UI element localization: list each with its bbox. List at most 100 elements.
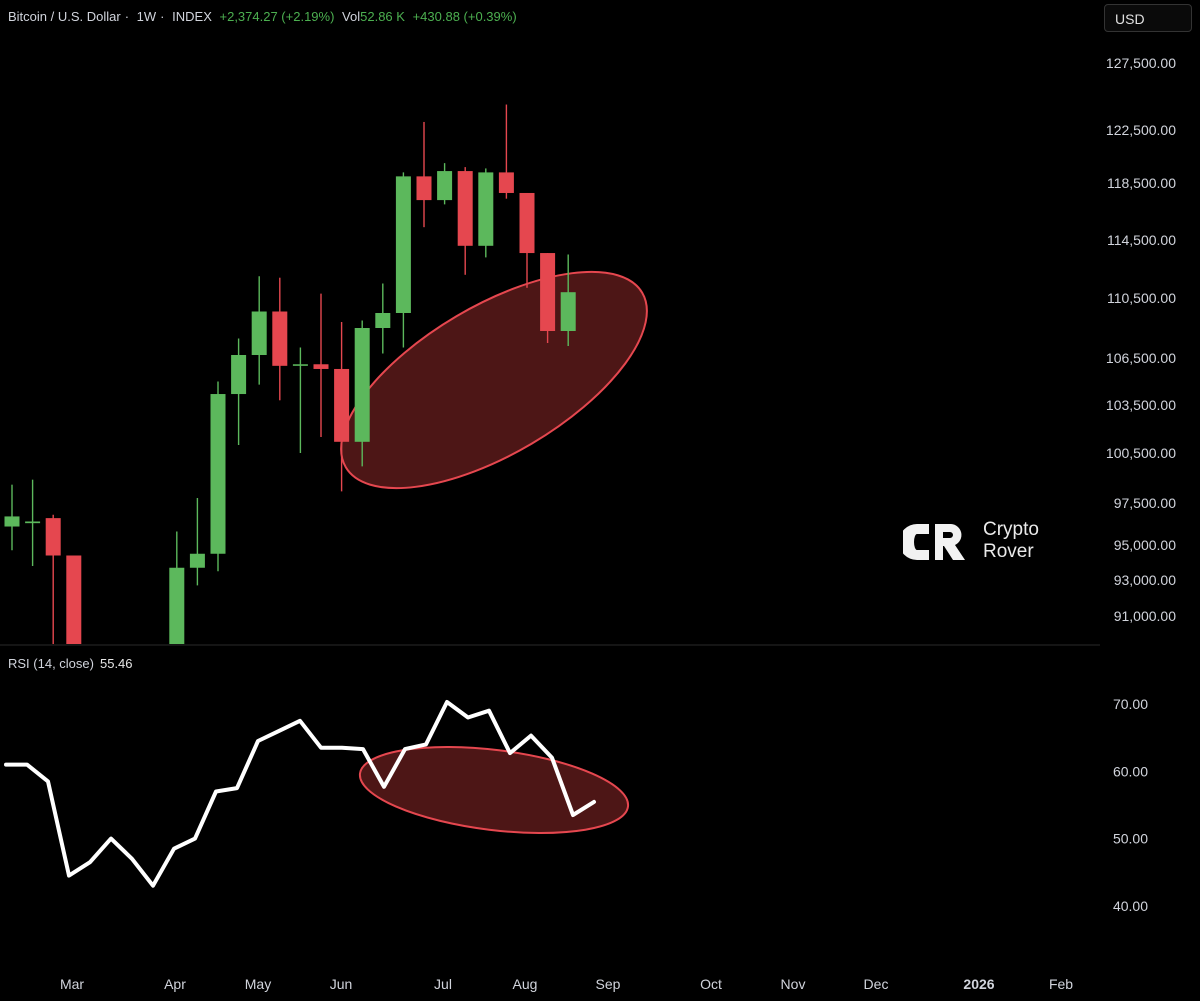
candle[interactable] [354,320,370,467]
candle[interactable] [540,253,556,343]
time-tick-label: Apr [164,976,186,992]
rsi-point [552,757,553,758]
rsi-legend[interactable]: RSI (14, close) 55.46 [8,656,133,671]
candle[interactable] [478,168,494,258]
rsi-point [300,720,301,721]
candle[interactable] [292,347,308,454]
logo-line2: Rover [983,541,1034,562]
logo-text: Crypto Rover [983,519,1039,563]
rsi-point [27,764,28,765]
rsi-point [489,710,490,711]
rsi-point [69,875,70,876]
candle[interactable] [251,276,267,385]
rsi-point [279,730,280,731]
rsi-pane[interactable] [4,700,633,888]
time-tick-label: Aug [513,976,538,992]
rsi-line[interactable] [4,700,596,888]
candle-body [4,516,20,527]
candle[interactable] [313,293,329,437]
candle[interactable] [210,381,226,572]
candle[interactable] [149,661,164,760]
candle-body [292,364,308,366]
candle-body [437,171,453,201]
rsi-point [321,747,322,748]
rsi-point [90,862,91,863]
time-tick-label: Oct [700,976,722,992]
candle-body [251,311,267,355]
price-tick-label: 93,000.00 [1114,572,1176,588]
rsi-tick-label: 50.00 [1113,831,1148,847]
candle-body [169,567,185,644]
rsi-point [132,858,133,859]
rsi-point [363,749,364,750]
interval[interactable]: 1W [136,9,157,24]
rsi-point [6,764,7,765]
candle-body [66,555,82,644]
rsi-point [195,838,196,839]
candle[interactable] [375,283,391,354]
rsi-tick-label: 60.00 [1113,763,1148,779]
candle[interactable] [231,338,247,446]
candle[interactable] [498,104,514,199]
price-axis[interactable]: 127,500.00 122,500.00 118,500.00 114,500.00… [1106,55,1176,624]
currency-button[interactable]: USD [1104,4,1192,32]
time-tick-label: Jul [434,976,452,992]
logo-line1: Crypto [983,519,1039,540]
candle[interactable] [66,555,82,833]
price-change: +2,374.27 (+2.19%) [219,9,335,24]
price-tick-label: 103,500.00 [1106,397,1176,413]
candle-body [25,521,41,524]
candle-body [87,778,102,841]
rsi-point [594,801,595,802]
candle[interactable] [416,121,432,228]
candle[interactable] [169,531,185,760]
price-tick-label: 127,500.00 [1106,55,1176,71]
candlestick-pane[interactable] [4,104,680,913]
rsi-highlight-ellipse [358,746,630,834]
rsi-point [216,791,217,792]
candle[interactable] [437,163,453,205]
candle-body [416,176,432,201]
rsi-point [447,702,448,703]
candle[interactable] [560,254,576,347]
time-axis[interactable]: Mar Apr May Jun Jul Aug Sep Oct Nov Dec 2026 Feb [60,976,1073,992]
candle-body [334,368,350,442]
rsi-point [111,838,112,839]
price-tick-label: 106,500.00 [1106,350,1176,366]
time-tick-label: Sep [596,976,621,992]
candle-body [498,172,514,193]
candle-body [519,192,535,254]
rsi-axis[interactable]: 70.00 60.00 50.00 40.00 [1113,696,1148,914]
candle[interactable] [108,742,123,913]
price-tick-label: 100,500.00 [1106,445,1176,461]
price-tick-label: 110,500.00 [1107,290,1176,306]
candle[interactable] [395,172,411,348]
time-tick-label: May [245,976,271,992]
rsi-point [468,717,469,718]
price-tick-label: 95,000.00 [1114,537,1176,553]
time-tick-label: Feb [1049,976,1073,992]
candle-body [375,313,391,328]
candle-body [189,553,205,568]
time-tick-label: Jun [330,976,353,992]
candle-body [313,364,329,369]
candle[interactable] [189,498,205,586]
symbol-name[interactable]: Bitcoin / U.S. Dollar [8,9,121,24]
candle-body [354,328,370,442]
candle[interactable] [519,192,535,288]
rsi-point [258,741,259,742]
candle[interactable] [128,706,143,868]
time-tick-label: Dec [864,976,889,992]
rsi-point [573,815,574,816]
candle[interactable] [334,322,350,492]
price-tick-label: 91,000.00 [1114,608,1176,624]
candle[interactable] [4,484,20,551]
rsi-point [174,848,175,849]
candle[interactable] [45,514,61,706]
candle[interactable] [272,277,288,401]
time-tick-label: Nov [781,976,806,992]
candle[interactable] [457,167,473,275]
price-tick-label: 118,500.00 [1107,175,1176,191]
candle[interactable] [25,479,41,566]
